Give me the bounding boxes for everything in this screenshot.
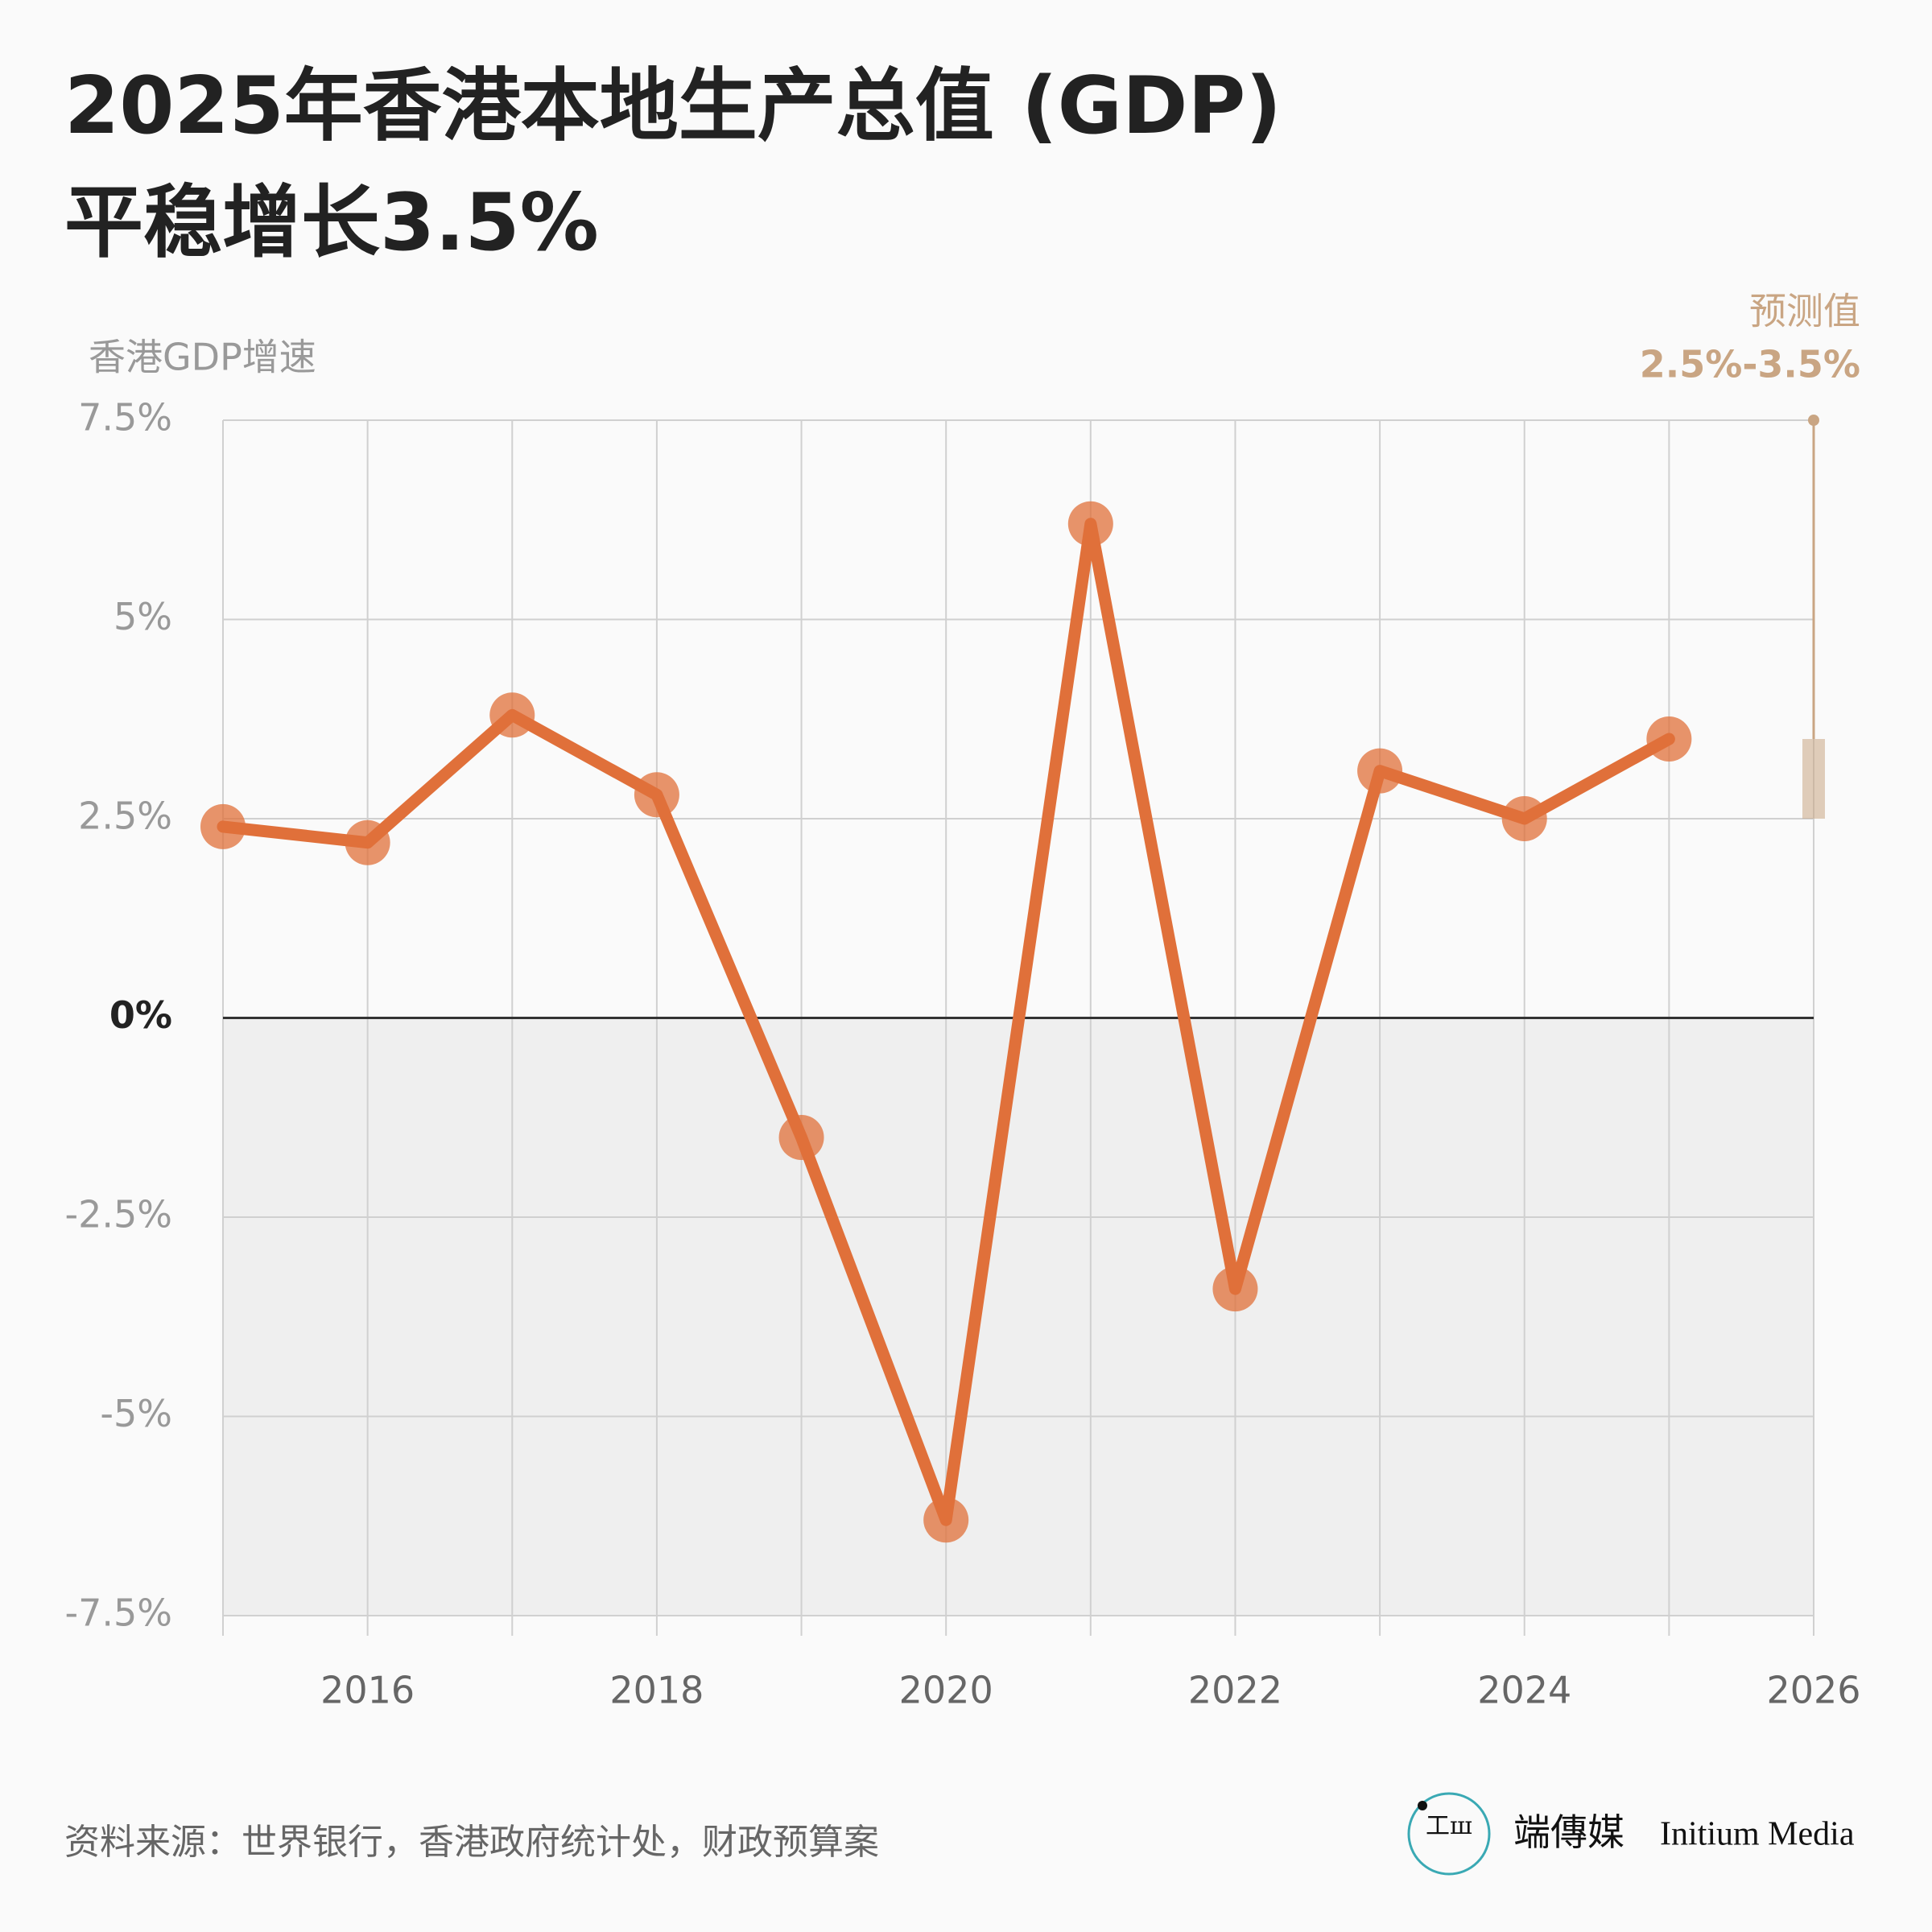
forecast-label: 2.5%-3.5% (1640, 343, 1860, 386)
x-tick-label: 2018 (609, 1669, 704, 1712)
brand-cn: 端傳媒 (1513, 1810, 1624, 1854)
logo (1407, 1792, 1491, 1876)
y-tick-label: 5% (114, 595, 172, 638)
logo: 工ш (1426, 1812, 1472, 1840)
y-axis-label: 香港GDP增速 (89, 336, 316, 379)
source: 资料来源：世界银行，香港政府统计处，财政预算案 (64, 1822, 879, 1863)
y-tick-label: 0% (109, 993, 172, 1037)
y-tick-label: -7.5% (65, 1591, 172, 1635)
x-tick-label: 2016 (320, 1669, 415, 1712)
y-tick-label: -5% (100, 1392, 172, 1435)
x-tick-label: 2020 (899, 1669, 993, 1712)
forecast-title: 预测值 (1749, 290, 1860, 333)
logo (1418, 1801, 1427, 1810)
forecast-dot (1808, 415, 1819, 426)
chart-title: 平稳增长3.5% (64, 177, 599, 269)
x-tick-label: 2026 (1766, 1669, 1860, 1712)
x-tick-label: 2024 (1477, 1669, 1571, 1712)
chart-title: 2025年香港本地生产总值 (GDP) (64, 60, 1282, 152)
y-tick-label: 2.5% (78, 795, 172, 838)
forecast-range (1802, 739, 1825, 819)
plot: 2016 2018 2020 2022 2024 2026 7.5% 5% 2.5% 0% -2.5… (65, 290, 1861, 1712)
x-tick-label: 2022 (1188, 1669, 1282, 1712)
y-tick-label: 7.5% (78, 396, 172, 440)
negative-region (223, 1018, 1814, 1616)
y-tick-label: -2.5% (65, 1193, 172, 1236)
brand-en: Initium Media (1660, 1816, 1855, 1853)
line (217, 518, 1675, 1526)
